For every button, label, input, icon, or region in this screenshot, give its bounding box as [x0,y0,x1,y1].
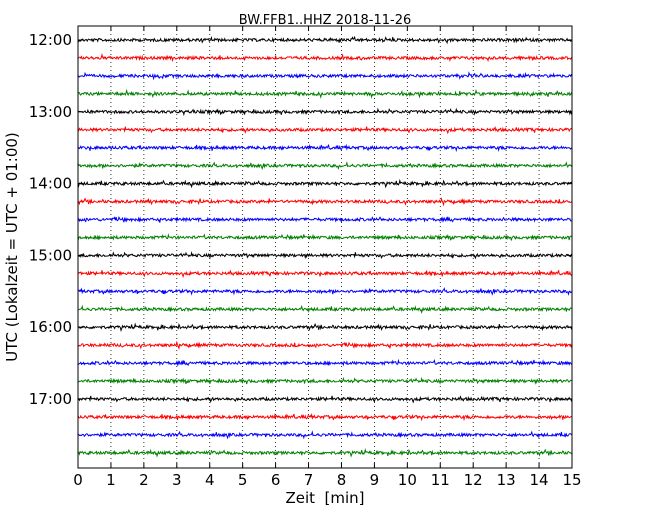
seismic-trace [77,269,573,278]
seismic-trace [77,52,573,63]
seismic-trace [77,447,573,458]
y-tick-label: 17:00 [29,390,72,408]
y-axis-label: UTC (Lokalzeit = UTC + 01:00) [3,132,21,362]
x-tick-label: 0 [73,471,83,489]
seismic-trace [77,395,573,404]
x-axis-label: Zeit [min] [285,489,364,507]
x-tick-label: 3 [172,471,182,489]
seismic-trace [77,430,573,440]
y-tick-label: 15:00 [29,246,72,264]
seismic-trace [77,161,573,171]
seismic-trace [77,35,573,45]
y-axis: 12:00 13:00 14:00 15:00 16:00 17:00 [29,31,572,408]
y-tick-label: 16:00 [29,318,72,336]
seismic-trace [77,287,573,296]
x-tick-label: 10 [398,471,417,489]
seismic-trace [77,71,573,81]
vertical-grid [110,26,540,468]
seismic-trace [77,413,573,422]
seismic-trace [77,376,573,385]
x-tick-label: 14 [530,471,549,489]
x-axis: 0 1 2 3 4 5 6 7 8 9 10 11 12 13 14 15 [73,26,582,489]
x-tick-label: 7 [304,471,314,489]
seismic-trace [77,251,573,260]
y-tick-label: 13:00 [29,103,72,121]
seismic-trace [77,340,573,351]
seismic-trace [77,358,573,367]
x-tick-label: 12 [464,471,483,489]
seismic-trace [77,125,573,135]
seismic-trace [77,143,573,153]
x-tick-label: 11 [431,471,450,489]
chart-title: BW.FFB1..HHZ 2018-11-26 [239,13,412,28]
seismic-trace [77,233,573,241]
x-tick-label: 15 [562,471,581,489]
seismic-trace [77,304,573,314]
x-tick-label: 13 [497,471,516,489]
x-tick-label: 2 [139,471,149,489]
plot-frame [77,25,573,469]
x-tick-label: 9 [370,471,380,489]
seismic-trace [77,216,573,224]
y-tick-label: 14:00 [29,175,72,193]
x-tick-label: 8 [337,471,347,489]
traces [77,35,573,458]
seismic-trace [77,322,573,332]
seismic-trace [77,196,573,207]
y-tick-label: 12:00 [29,31,72,49]
seismic-trace [77,107,573,117]
x-tick-label: 6 [271,471,281,489]
x-tick-label: 1 [106,471,116,489]
seismic-trace [77,178,573,189]
x-tick-label: 4 [205,471,215,489]
seismic-trace [77,88,573,99]
x-tick-label: 5 [238,471,248,489]
